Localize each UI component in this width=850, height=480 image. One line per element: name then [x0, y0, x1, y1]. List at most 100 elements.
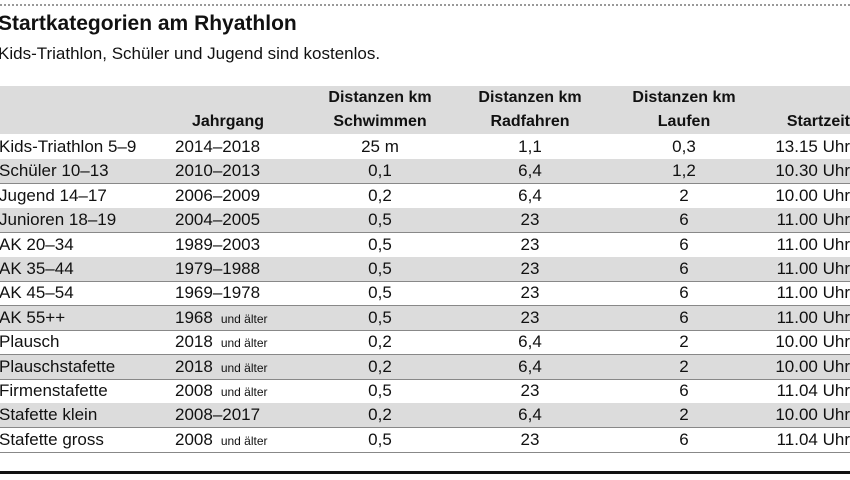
- laufen-cell: 6: [679, 210, 689, 230]
- year: 2008: [175, 429, 213, 449]
- startzeit-cell: 13.15 Uhr: [775, 137, 850, 156]
- radfahren-cell: 6,4: [518, 405, 542, 425]
- kategorie-cell: Plauschstafette: [0, 356, 116, 376]
- column-header: Distanzen km: [632, 89, 736, 106]
- table-header: [0, 86, 850, 134]
- year-note: und älter: [220, 360, 268, 375]
- schwimmen-cell: 0,5: [368, 259, 392, 278]
- schwimmen-cell: 0,5: [368, 234, 392, 254]
- schwimmen-cell: 0,5: [368, 307, 392, 327]
- year-cell: 2008 und älter: [175, 428, 268, 453]
- laufen-cell: 2: [679, 356, 689, 376]
- year: 2018: [175, 332, 213, 352]
- year: 1979–1988: [175, 259, 261, 278]
- column-header: Schwimmen: [333, 113, 427, 130]
- kategorie-cell: AK 20–34: [0, 234, 74, 254]
- kategorie-cell: Stafette gross: [0, 429, 104, 449]
- year-cell: 1989–2003: [175, 233, 260, 257]
- bottom-rule: [0, 471, 850, 474]
- radfahren-cell: 6,4: [518, 332, 542, 352]
- radfahren-cell: 23: [520, 210, 540, 230]
- year: 2018: [175, 356, 213, 376]
- year-cell: 2004–2005: [175, 208, 260, 232]
- laufen-cell: 6: [679, 259, 689, 278]
- startzeit-cell: 10.00 Uhr: [775, 332, 850, 352]
- laufen-cell: 6: [679, 234, 689, 254]
- year-cell: 1968 und älter: [175, 306, 268, 331]
- title: Startkategorien am Rhyathlon: [0, 12, 297, 35]
- table-row: Firmenstafette 2008 und älter 0,5 23 6 11.04 U…: [0, 379, 850, 404]
- year-cell: 2006–2009: [175, 184, 260, 208]
- kategorie-cell: AK 55++: [0, 307, 66, 327]
- schwimmen-cell: 0,2: [368, 332, 392, 352]
- laufen-cell: 2: [679, 405, 689, 425]
- laufen-cell: 6: [679, 381, 689, 400]
- laufen-cell: 6: [679, 307, 689, 327]
- radfahren-cell: 23: [520, 259, 540, 278]
- radfahren-cell: 23: [520, 429, 540, 449]
- schwimmen-cell: 0,5: [368, 429, 392, 449]
- schwimmen-cell: 25 m: [361, 137, 399, 156]
- startzeit-cell: 10.00 Uhr: [775, 185, 850, 205]
- radfahren-cell: 6,4: [518, 185, 542, 205]
- startzeit-cell: 11.00 Uhr: [776, 283, 850, 303]
- laufen-cell: 6: [679, 429, 689, 449]
- table-row: Plauschstafette 2018 und älter 0,2 6,4 2 10.00…: [0, 354, 850, 380]
- column-header: Radfahren: [490, 113, 570, 130]
- year-note: und älter: [220, 311, 268, 326]
- radfahren-cell: 1,1: [518, 137, 542, 156]
- laufen-cell: 1,2: [672, 161, 696, 181]
- year-cell: 2014–2018: [175, 135, 260, 159]
- column-header: Distanzen km: [478, 89, 582, 106]
- column-header: Distanzen km: [328, 89, 432, 106]
- kategorie-cell: Plausch: [0, 332, 60, 352]
- startzeit-cell: 11.00 Uhr: [776, 259, 850, 278]
- year-cell: 2018 und älter: [175, 330, 268, 355]
- schwimmen-cell: 0,1: [368, 161, 392, 181]
- column-header: Startzeit: [786, 113, 850, 130]
- kategorie-cell: AK 45–54: [0, 283, 74, 303]
- laufen-cell: 6: [679, 283, 689, 303]
- startzeit-cell: 11.00 Uhr: [776, 234, 850, 254]
- year-cell: 1969–1978: [175, 281, 260, 305]
- schwimmen-cell: 0,2: [368, 405, 392, 425]
- table-row: AK 55++ 1968 und älter 0,5 23 6 11.00 Uhr: [0, 305, 850, 331]
- column-header: Jahrgang: [191, 113, 264, 130]
- year: 2006–2009: [175, 185, 261, 205]
- dotted-rule: [0, 4, 850, 6]
- startzeit-cell: 10.30 Uhr: [775, 161, 850, 181]
- schwimmen-cell: 0,5: [368, 381, 392, 400]
- table-row: Jugend 14–17 2006–2009 0,2 6,4 2 10.00 Uhr: [0, 184, 850, 209]
- year-cell: 2008 und älter: [175, 379, 268, 404]
- kategorie-cell: Schüler 10–13: [0, 161, 109, 181]
- radfahren-cell: 23: [520, 381, 540, 400]
- kategorie-cell: Junioren 18–19: [0, 210, 117, 230]
- year: 2010–2013: [175, 161, 261, 181]
- year: 2004–2005: [175, 210, 261, 230]
- year-note: und älter: [220, 385, 268, 399]
- table-row: Stafette klein 2008–2017 0,2 6,4 2 10.00 Uhr: [0, 403, 850, 429]
- startzeit-cell: 11.00 Uhr: [776, 307, 850, 327]
- laufen-cell: 2: [679, 332, 689, 352]
- kategorie-cell: Kids-Triathlon 5–9: [0, 137, 137, 156]
- year: 2014–2018: [175, 137, 261, 156]
- schwimmen-cell: 0,5: [368, 210, 392, 230]
- startzeit-cell: 11.00 Uhr: [776, 210, 850, 230]
- radfahren-cell: 23: [520, 307, 540, 327]
- startzeit-cell: 11.04 Uhr: [776, 381, 850, 400]
- table-row: Stafette gross 2008 und älter 0,5 23 6 11.04 U…: [0, 428, 850, 453]
- column-header: Laufen: [657, 113, 711, 130]
- year: 1969–1978: [175, 283, 261, 303]
- radfahren-cell: 6,4: [518, 161, 542, 181]
- table-row: Plausch 2018 und älter 0,2 6,4 2 10.00 Uhr: [0, 330, 850, 356]
- startzeit-cell: 10.00 Uhr: [775, 356, 850, 376]
- kategorie-cell: Jugend 14–17: [0, 185, 107, 205]
- table-row: Schüler 10–13 2010–2013 0,1 6,4 1,2 10.30 Uhr: [0, 159, 850, 185]
- radfahren-cell: 23: [520, 283, 540, 303]
- table-row: AK 20–34 1989–2003 0,5 23 6 11.00 Uhr: [0, 233, 850, 258]
- kategorie-cell: Stafette klein: [0, 405, 98, 425]
- kategorie-cell: AK 35–44: [0, 259, 74, 278]
- table-row: Kids-Triathlon 5–9 2014–2018 25 m 1,1 0,3 13.…: [0, 135, 850, 160]
- year-cell: 1979–1988: [175, 257, 260, 281]
